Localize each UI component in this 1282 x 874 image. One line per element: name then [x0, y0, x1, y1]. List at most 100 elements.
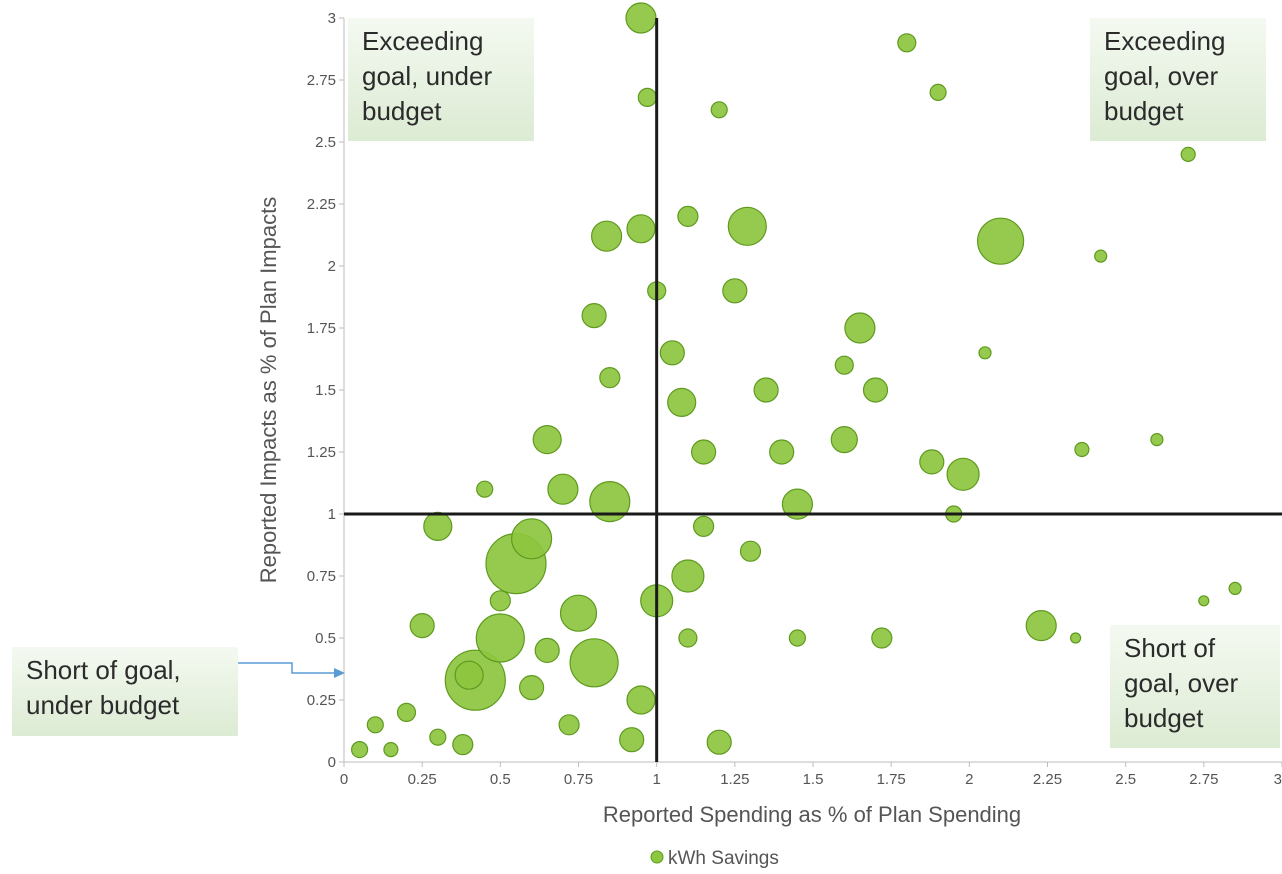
data-point — [919, 449, 945, 475]
y-tick-label: 1.5 — [315, 382, 336, 399]
data-point — [830, 426, 858, 454]
y-tick-label: 2.75 — [307, 72, 336, 89]
y-tick-label: 1 — [328, 506, 336, 523]
tick-labels: 0 0.25 0.5 0.75 1 1.25 1.5 1.75 2 2.25 2.5 2.75 3 0 0.… — [307, 10, 1282, 788]
data-point — [1094, 249, 1108, 263]
data-point — [692, 515, 715, 538]
y-tick-label: 1.25 — [307, 444, 336, 461]
x-tick-label: 3 — [1274, 771, 1282, 788]
data-point — [677, 205, 699, 227]
data-point — [722, 278, 748, 304]
data-point — [429, 728, 447, 746]
data-point — [1025, 609, 1057, 642]
data-point — [978, 346, 992, 360]
callout-line: Short of goal, — [26, 655, 181, 685]
callout-line: budget — [362, 96, 442, 126]
x-axis-title: Reported Spending as % of Plan Spending — [603, 802, 1021, 827]
reference-lines — [344, 18, 1282, 762]
data-point — [476, 480, 494, 498]
data-point — [976, 217, 1025, 265]
y-tick-label: 0.5 — [315, 630, 336, 647]
x-tick-label: 2.75 — [1189, 771, 1218, 788]
data-point — [475, 613, 525, 663]
data-point — [558, 714, 580, 736]
data-point — [625, 2, 657, 34]
y-tick-label: 1.75 — [307, 320, 336, 337]
data-point — [946, 457, 980, 491]
data-point — [409, 612, 435, 639]
data-point — [862, 377, 889, 403]
data-point — [589, 481, 631, 523]
data-point — [1198, 595, 1210, 607]
data-point — [626, 214, 656, 244]
x-tick-label: 2 — [965, 771, 973, 788]
data-point — [834, 355, 854, 375]
y-axis-title: Reported Impacts as % of Plan Impacts — [256, 197, 281, 583]
data-point — [1069, 632, 1082, 644]
data-point — [706, 729, 732, 755]
data-point — [581, 303, 607, 329]
y-tick-label: 0.75 — [307, 568, 336, 585]
data-point — [844, 312, 876, 344]
data-point — [727, 206, 767, 246]
legend: kWh Savings — [650, 848, 779, 869]
x-tick-label: 2.5 — [1115, 771, 1136, 788]
x-tick-label: 0 — [340, 771, 348, 788]
data-point — [659, 340, 685, 366]
data-point — [769, 439, 795, 465]
data-point — [626, 685, 656, 715]
data-point — [351, 740, 369, 759]
data-point — [637, 87, 657, 108]
callout-line: under budget — [26, 690, 180, 720]
callout-line: goal, under — [362, 61, 493, 91]
data-points — [351, 2, 1242, 759]
data-point — [753, 377, 779, 403]
data-point — [452, 733, 474, 756]
callout-short-of-goal-under-budget: Short of goal, under budget — [12, 647, 238, 736]
x-tick-label: 0.25 — [408, 771, 437, 788]
callout-exceeding-goal-under-budget: Exceeding goal, under budget — [348, 18, 534, 141]
callout-arrow — [238, 662, 345, 678]
callout-line: budget — [1104, 96, 1184, 126]
data-point — [559, 594, 598, 632]
data-point — [547, 473, 579, 505]
y-tick-label: 2 — [328, 258, 336, 275]
x-tick-label: 0.5 — [490, 771, 511, 788]
data-point — [423, 511, 453, 542]
data-point — [739, 540, 762, 562]
data-point — [897, 33, 917, 53]
callout-exceeding-goal-over-budget: Exceeding goal, over budget — [1090, 18, 1266, 141]
data-point — [871, 627, 893, 649]
data-point — [619, 727, 645, 753]
y-tick-label: 0.25 — [307, 692, 336, 709]
data-point — [532, 425, 562, 455]
x-tick-label: 1.25 — [720, 771, 749, 788]
data-point — [710, 101, 728, 119]
x-tick-label: 0.75 — [564, 771, 593, 788]
x-tick-label: 1.75 — [877, 771, 906, 788]
callout-line: goal, over — [1104, 61, 1219, 91]
y-tick-label: 0 — [328, 754, 336, 771]
data-point — [671, 559, 705, 593]
callout-short-of-goal-over-budget: Short of goal, over budget — [1110, 625, 1280, 748]
data-point — [454, 660, 484, 690]
data-point — [929, 83, 947, 102]
data-point — [569, 638, 619, 688]
data-point — [1074, 441, 1090, 458]
data-point — [1228, 581, 1242, 596]
data-point — [1180, 146, 1196, 162]
data-point — [534, 637, 560, 664]
y-tick-label: 3 — [328, 10, 336, 27]
data-point — [590, 220, 623, 252]
data-point — [781, 488, 814, 520]
legend-marker — [650, 850, 664, 864]
data-point — [489, 590, 511, 612]
callout-line: Exceeding — [1104, 26, 1226, 56]
data-point — [383, 741, 399, 758]
data-point — [678, 628, 698, 648]
data-point — [788, 629, 807, 647]
x-tick-label: 2.25 — [1033, 771, 1062, 788]
data-point — [599, 367, 621, 389]
x-tick-label: 1.5 — [803, 771, 824, 788]
